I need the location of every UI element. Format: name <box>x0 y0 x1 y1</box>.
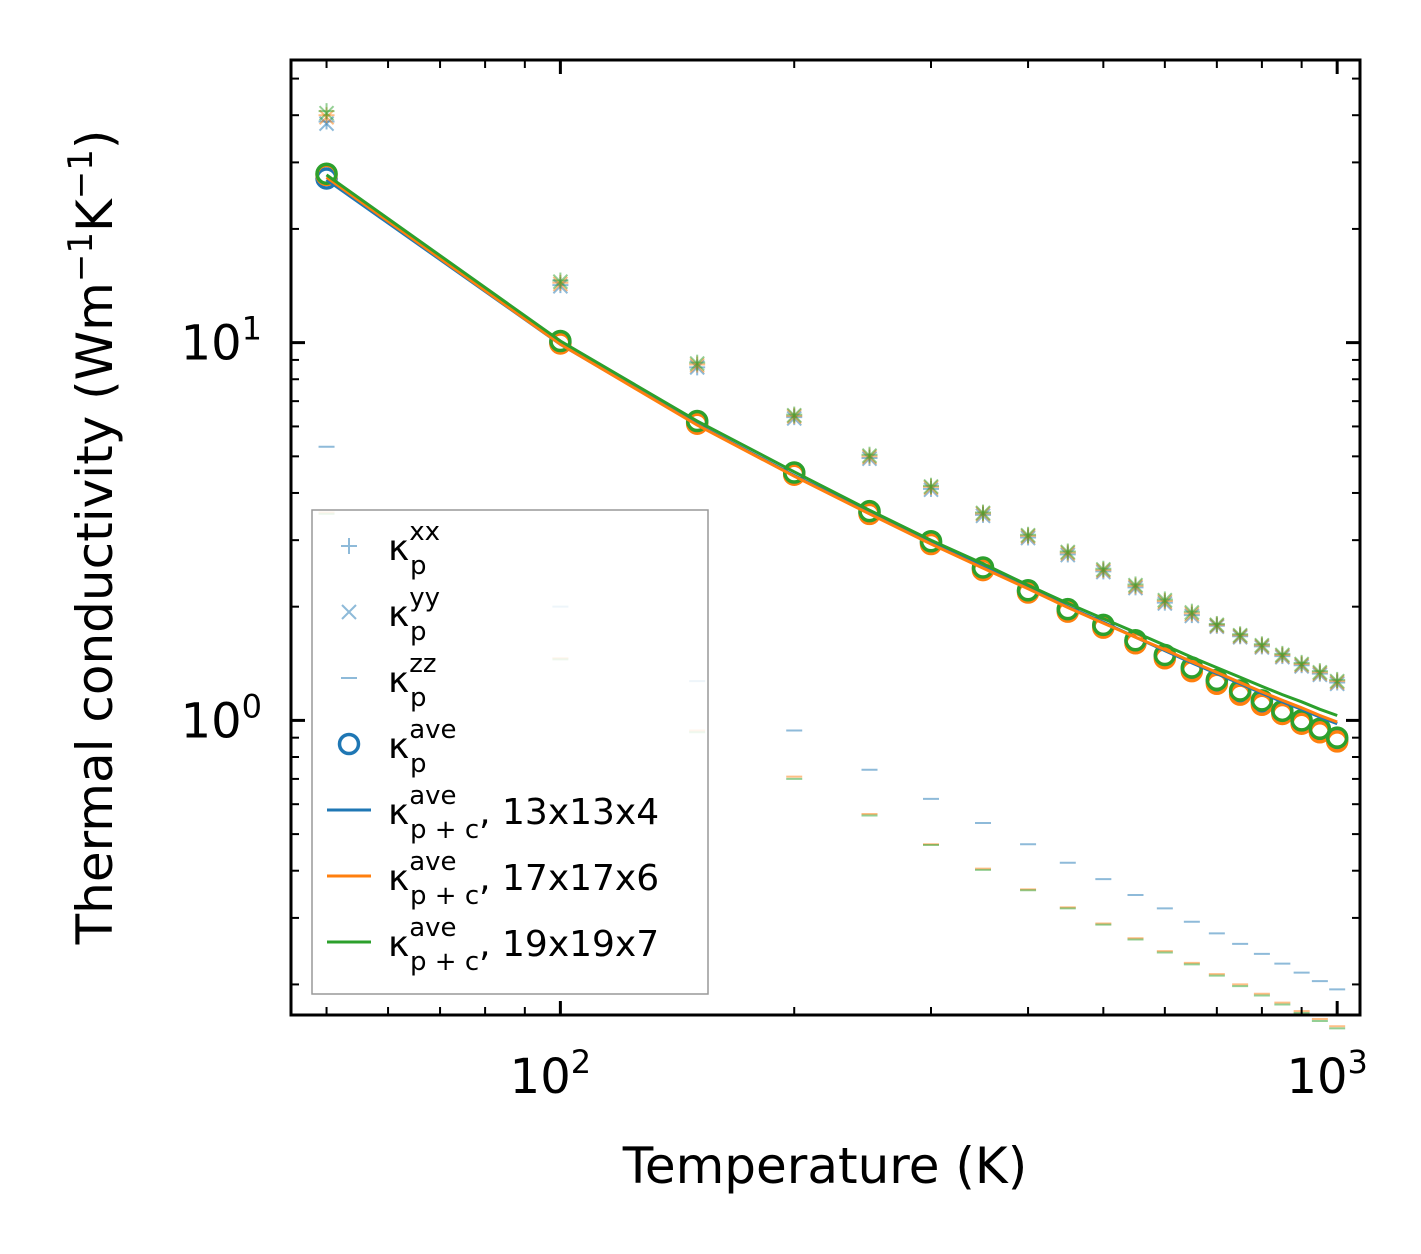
y-tick-label: 101 <box>181 310 262 372</box>
series-kyy-19x19x7 <box>318 105 1345 689</box>
legend-label: κzz p <box>388 649 437 713</box>
kyy-19x19x7-point-b <box>1312 664 1328 681</box>
kave-19x19x7-point <box>1205 668 1229 692</box>
kyy-19x19x7-point <box>1095 561 1112 578</box>
kyy-19x19x7-point <box>318 105 335 121</box>
kyy-19x19x7-point-b <box>1020 527 1036 544</box>
kyy-19x19x7-point <box>552 273 569 290</box>
legend-marker <box>341 538 357 554</box>
kyy-19x19x7-point <box>923 478 939 495</box>
kave-19x19x7-point <box>315 162 338 185</box>
kave-19x19x7-point <box>919 530 943 553</box>
kyy-19x19x7-point <box>786 407 802 424</box>
kyy-19x19x7-point-b <box>1293 656 1310 672</box>
kyy-19x19x7-point <box>1184 604 1200 621</box>
kyy-19x19x7-point-b <box>318 105 335 121</box>
y-tick-label: 100 <box>181 687 262 749</box>
legend-label: κyy p <box>388 583 440 647</box>
kyy-19x19x7-point-b <box>923 478 939 495</box>
kyy-19x19x7-point <box>1209 617 1225 633</box>
series-line-kpc-17x17x6 <box>325 176 1338 724</box>
legend-label: κave p <box>388 715 457 779</box>
kxx-19x19x7-point <box>318 103 335 120</box>
kyy-19x19x7-point <box>1232 627 1248 643</box>
kyy-19x19x7-point-b <box>1209 617 1225 633</box>
plot-area <box>315 103 1349 1030</box>
kave-19x19x7-point <box>1308 717 1332 741</box>
series-kzz-13x13x4 <box>318 445 1346 991</box>
kyy-19x19x7-point <box>1254 637 1270 654</box>
y-axis-label: Thermal conductivity (Wm−1K−1) <box>61 130 124 946</box>
legend-marker <box>337 732 361 756</box>
legend-box <box>311 509 709 995</box>
kave-19x19x7-point <box>1092 613 1115 637</box>
legend-marker-b <box>341 604 357 620</box>
kave-19x19x7-point <box>1325 726 1349 749</box>
kyy-19x19x7-point-b <box>689 355 705 372</box>
kave-19x19x7-point <box>1056 597 1080 621</box>
x-tick-label: 102 <box>510 1043 591 1105</box>
x-tick-label: 103 <box>1286 1043 1367 1105</box>
kyy-19x19x7-point <box>861 447 878 464</box>
legend-label: κave p + c, 17x17x6 <box>388 847 659 911</box>
kyy-19x19x7-point <box>689 355 705 372</box>
kyy-19x19x7-point-b <box>1060 544 1076 560</box>
legend-label: κave p + c, 13x13x4 <box>388 781 659 845</box>
kyy-19x19x7-point-b <box>552 273 569 290</box>
kave-19x19x7-point <box>549 329 572 353</box>
kyy-19x19x7-point-b <box>1254 637 1270 654</box>
kyy-19x19x7-point-b <box>1095 561 1112 578</box>
kyy-19x19x7-point-b <box>1127 577 1144 593</box>
kyy-19x19x7-point <box>1312 664 1328 681</box>
kyy-19x19x7-point-b <box>1329 673 1345 689</box>
kyy-19x19x7-point-b <box>786 407 802 424</box>
kyy-19x19x7-point <box>1293 656 1310 672</box>
kave-19x19x7-point <box>858 499 881 523</box>
kyy-19x19x7-point <box>1060 544 1076 560</box>
kyy-19x19x7-point-b <box>975 505 991 521</box>
kyy-19x19x7-point <box>975 505 991 521</box>
kyy-19x19x7-point-b <box>861 447 878 464</box>
x-axis-label: Temperature (K) <box>622 1137 1027 1195</box>
kyy-19x19x7-point <box>1127 577 1144 593</box>
kyy-19x19x7-point-b <box>1184 604 1200 621</box>
kyy-19x19x7-point <box>1329 673 1345 689</box>
kyy-19x19x7-point-b <box>1157 592 1173 608</box>
kyy-19x19x7-point-b <box>1232 627 1248 643</box>
kyy-19x19x7-point <box>1157 592 1173 608</box>
legend-marker <box>341 604 357 620</box>
tick-labels: 102 103 100 101 <box>181 310 1368 1105</box>
legend-label: κxx p <box>388 517 440 581</box>
kyy-19x19x7-point <box>1020 527 1036 544</box>
legend-label: κave p + c, 19x19x7 <box>388 913 659 977</box>
kyy-19x19x7-point <box>1274 647 1291 663</box>
kyy-19x19x7-point-b <box>1274 647 1291 663</box>
axes-frame <box>289 58 1362 1017</box>
series-line-kpc-19x19x7 <box>325 173 1338 717</box>
